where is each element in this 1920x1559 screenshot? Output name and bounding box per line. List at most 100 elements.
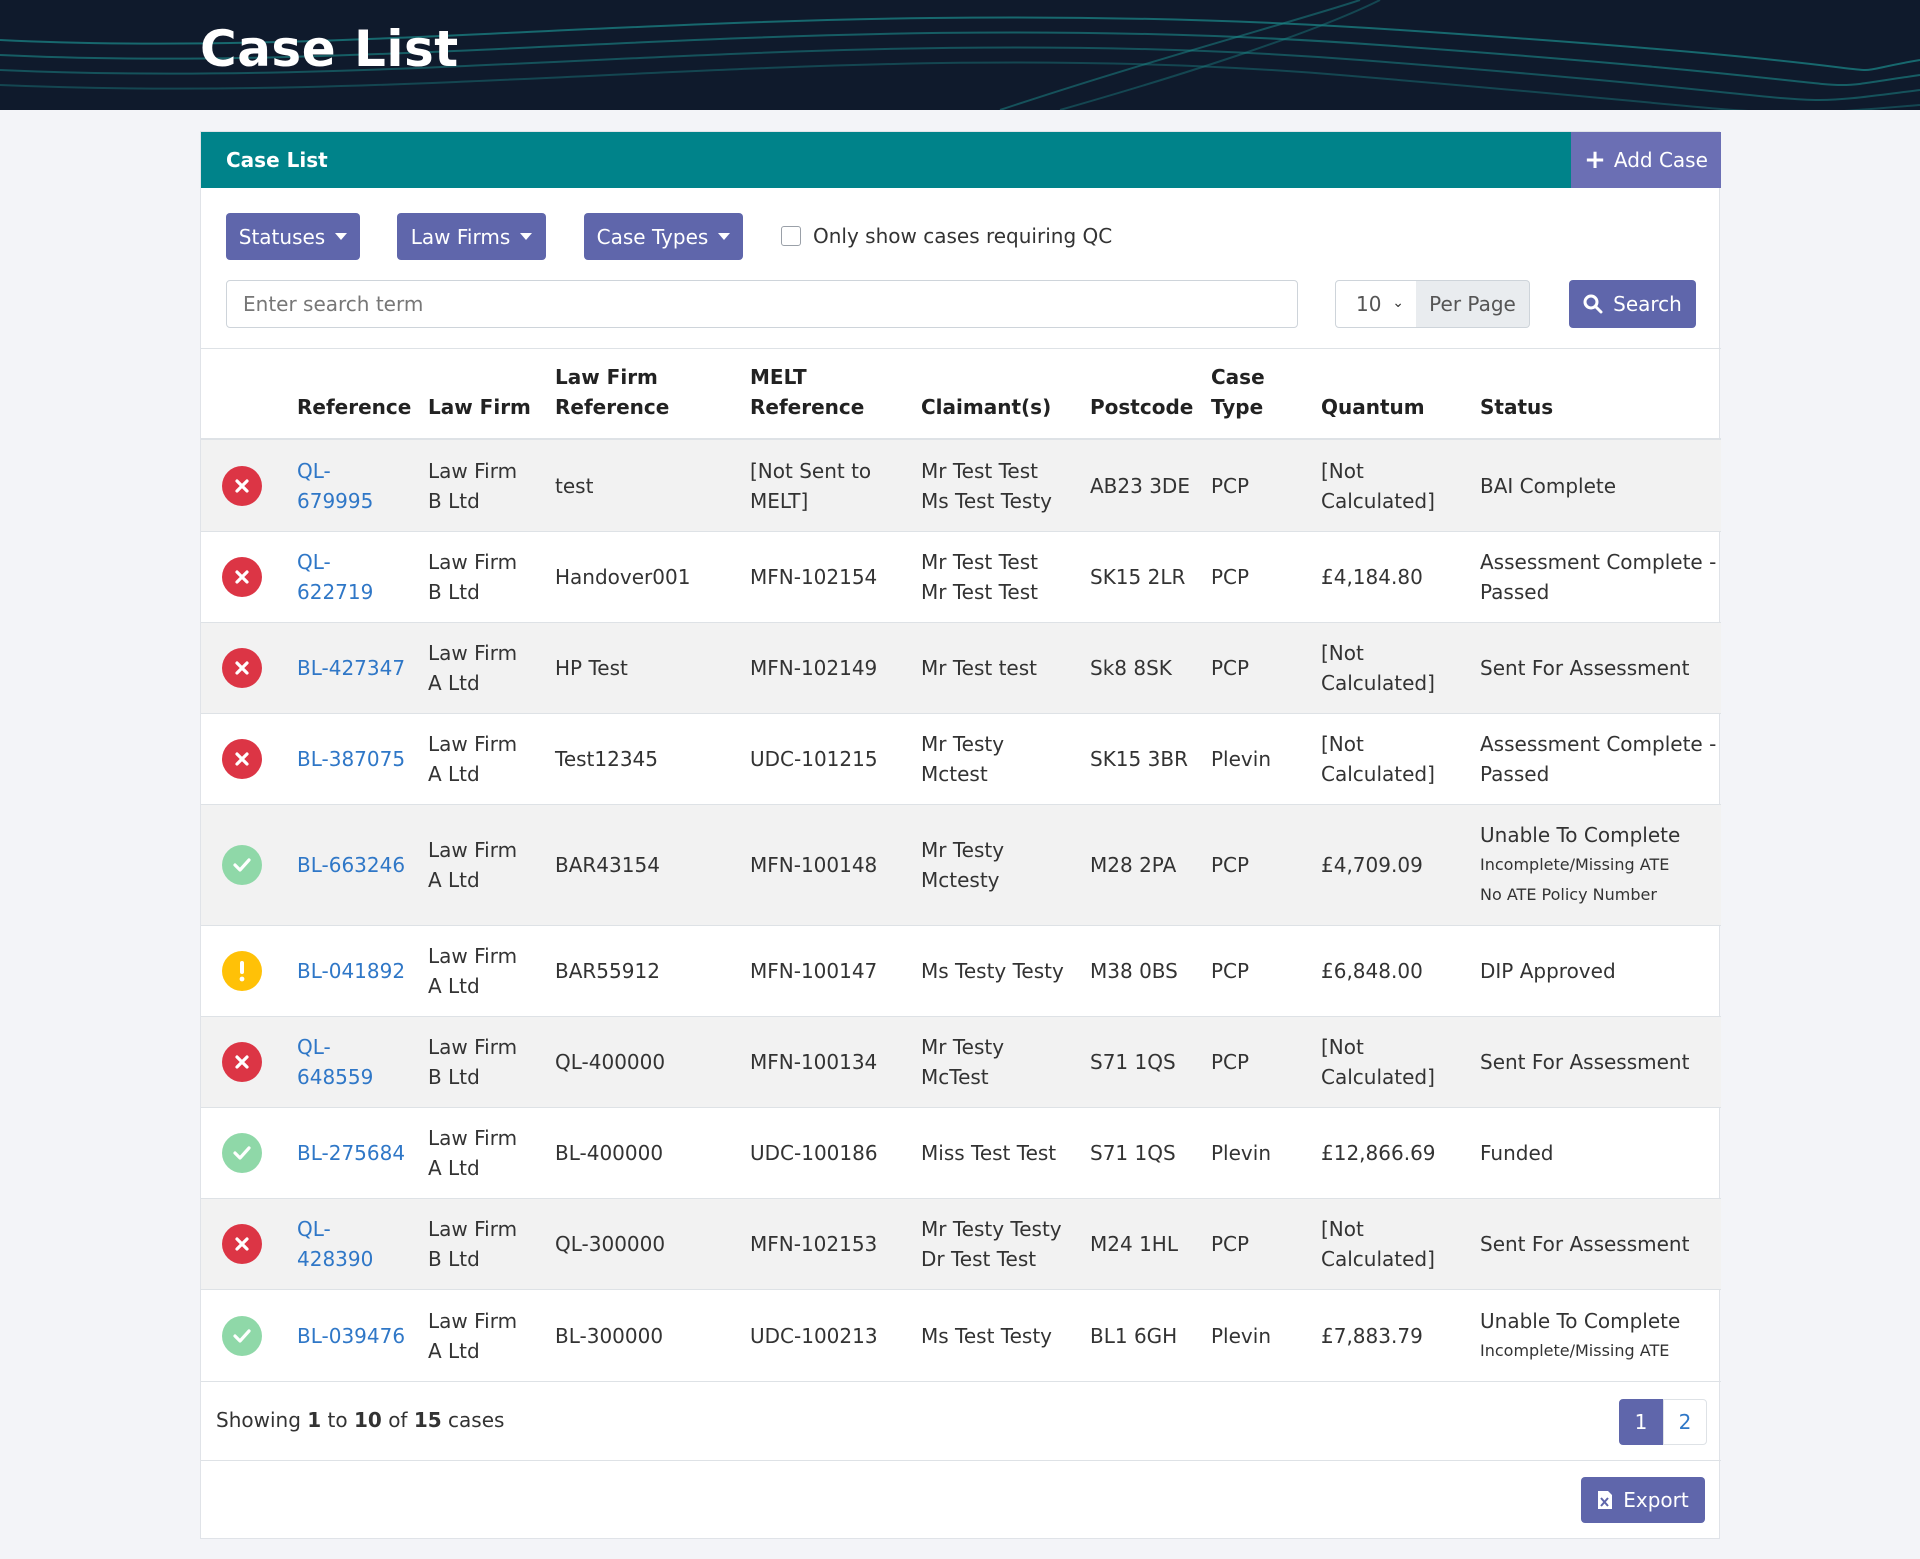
case-reference-link-text[interactable]: 648559 <box>297 1065 374 1089</box>
law-firm-cell: Law Firm B Ltd <box>428 456 517 516</box>
claimants-cell-text: Ms Testy Testy <box>921 959 1064 983</box>
case-reference-link[interactable]: BL-663246 <box>297 850 405 880</box>
statuses-dropdown[interactable]: Statuses <box>226 213 360 260</box>
page-button-1[interactable]: 1 <box>1619 1399 1663 1445</box>
case-reference-link-text[interactable]: BL-275684 <box>297 1141 406 1165</box>
case-reference-link-text[interactable]: QL- <box>297 550 331 574</box>
showing-suffix: cases <box>448 1408 505 1432</box>
search-input[interactable] <box>226 280 1298 328</box>
case-reference-link[interactable]: BL-041892 <box>297 956 405 986</box>
search-button[interactable]: Search <box>1569 280 1696 328</box>
table-row: BL-041892 Law Firm A Ltd BAR55912 MFN-100147… <box>201 926 1721 1017</box>
header-claimants[interactable]: Claimant(s) <box>921 395 1052 419</box>
case-reference-link-text[interactable]: QL- <box>297 1035 331 1059</box>
header-quantum[interactable]: Quantum <box>1321 395 1425 419</box>
case-reference-link[interactable]: QL- 679995 <box>297 456 373 516</box>
per-page-value: 10 <box>1356 292 1382 316</box>
error-x-icon <box>222 1224 262 1264</box>
header-reference[interactable]: Reference <box>297 395 412 419</box>
case-reference-link-text[interactable]: BL-041892 <box>297 959 406 983</box>
case-reference-link[interactable]: BL-387075 <box>297 744 405 774</box>
law-firm-reference-cell: test <box>555 471 593 501</box>
chevron-down-icon: ⌄ <box>1392 295 1404 311</box>
law-firm-cell: Law Firm B Ltd <box>428 1032 517 1092</box>
law-firm-reference-cell-text: Test12345 <box>555 747 659 771</box>
qc-checkbox[interactable] <box>781 226 801 246</box>
case-type-cell-text: PCP <box>1211 1050 1250 1074</box>
table-row: BL-663246 Law Firm A Ltd BAR43154 MFN-100148… <box>201 805 1721 926</box>
claimants-cell-text: Mr Test Test <box>921 458 1038 483</box>
header-status[interactable]: Status <box>1480 395 1554 419</box>
law-firm-reference-cell-text: QL-400000 <box>555 1050 666 1074</box>
case-reference-link-text[interactable]: 428390 <box>297 1247 374 1271</box>
showing-of-word: of <box>388 1408 408 1432</box>
excel-file-icon <box>1598 1491 1613 1509</box>
case-reference-link-text[interactable]: QL- <box>297 1217 331 1241</box>
postcode-cell-text: SK15 3BR <box>1090 747 1188 771</box>
case-reference-link-text[interactable]: BL-427347 <box>297 656 406 680</box>
quantum-cell-text: £4,184.80 <box>1321 565 1423 589</box>
quantum-cell: [Not Calculated] <box>1321 1214 1435 1274</box>
law-firm-cell-text: B Ltd <box>428 488 480 513</box>
claimants-cell: Ms Testy Testy <box>921 956 1064 986</box>
case-reference-link[interactable]: BL-039476 <box>297 1321 405 1351</box>
law-firm-reference-cell: BL-400000 <box>555 1138 663 1168</box>
card-title: Case List <box>226 148 328 172</box>
melt-reference-cell: MFN-102153 <box>750 1229 877 1259</box>
case-type-cell-text: PCP <box>1211 656 1250 680</box>
per-page-select[interactable]: 10 ⌄ <box>1335 280 1417 328</box>
case-types-dropdown[interactable]: Case Types <box>584 213 743 260</box>
case-reference-link[interactable]: QL- 622719 <box>297 547 373 607</box>
law-firm-reference-cell-text: BL-400000 <box>555 1141 664 1165</box>
search-button-label: Search <box>1613 292 1682 316</box>
law-firm-reference-cell: Test12345 <box>555 744 658 774</box>
qc-checkbox-label: Only show cases requiring QC <box>813 224 1113 248</box>
caret-down-icon <box>718 233 731 240</box>
law-firm-cell-text: Law Firm <box>428 944 518 968</box>
postcode-cell-text: S71 1QS <box>1090 1141 1176 1165</box>
status-cell-text: No ATE Policy Number <box>1480 885 1657 904</box>
header-law-firm[interactable]: Law Firm <box>428 395 531 419</box>
case-reference-link[interactable]: QL- 648559 <box>297 1032 373 1092</box>
law-firm-cell-text: Law Firm <box>428 1035 518 1059</box>
export-button[interactable]: Export <box>1581 1477 1705 1523</box>
error-x-icon <box>222 739 262 779</box>
case-reference-link[interactable]: BL-427347 <box>297 653 405 683</box>
search-icon <box>1583 294 1603 314</box>
quantum-cell-text: [Not <box>1321 732 1364 756</box>
quantum-cell: [Not Calculated] <box>1321 638 1435 698</box>
header-postcode[interactable]: Postcode <box>1090 395 1194 419</box>
page-title: Case List <box>200 20 459 78</box>
showing-summary: Showing 1 to 10 of 15 cases <box>216 1408 504 1432</box>
case-reference-link-text[interactable]: BL-387075 <box>297 747 406 771</box>
case-reference-link[interactable]: BL-275684 <box>297 1138 405 1168</box>
melt-reference-cell-text: MFN-102149 <box>750 656 878 680</box>
showing-to-word: to <box>327 1408 348 1432</box>
law-firm-reference-cell-text: HP Test <box>555 656 628 680</box>
melt-reference-cell: UDC-101215 <box>750 744 878 774</box>
claimants-cell: Mr Testy Mctest <box>921 729 1004 789</box>
add-case-button[interactable]: + Add Case <box>1571 132 1721 188</box>
table-row: BL-039476 Law Firm A Ltd BL-300000 UDC-10021… <box>201 1290 1721 1382</box>
case-reference-link-text[interactable]: BL-039476 <box>297 1323 406 1348</box>
postcode-cell-text: SK15 2LR <box>1090 565 1186 589</box>
header-case-type[interactable]: Case Type <box>1211 362 1265 422</box>
header-law-firm-reference-line2: Reference <box>555 395 670 419</box>
qc-filter[interactable]: Only show cases requiring QC <box>781 224 1112 248</box>
header-law-firm-reference[interactable]: Law Firm Reference <box>555 362 669 422</box>
law-firm-cell-text: B Ltd <box>428 580 480 604</box>
table-row: BL-275684 Law Firm A Ltd BL-400000 UDC-10018… <box>201 1108 1721 1199</box>
case-type-cell: Plevin <box>1211 744 1271 774</box>
case-reference-link-text[interactable]: BL-663246 <box>297 853 406 877</box>
case-reference-link[interactable]: QL- 428390 <box>297 1214 373 1274</box>
case-reference-link-text[interactable]: 622719 <box>297 580 374 604</box>
header-melt-reference[interactable]: MELT Reference <box>750 362 864 422</box>
case-reference-link-text[interactable]: 679995 <box>297 488 374 513</box>
postcode-cell-text: M24 1HL <box>1090 1232 1178 1256</box>
quantum-cell: [Not Calculated] <box>1321 1032 1435 1092</box>
law-firm-cell-text: A Ltd <box>428 868 480 892</box>
case-reference-link-text[interactable]: QL- <box>297 458 331 483</box>
page-button-2[interactable]: 2 <box>1663 1399 1707 1445</box>
law-firms-dropdown[interactable]: Law Firms <box>397 213 546 260</box>
claimants-cell-text: Miss Test Test <box>921 1141 1057 1165</box>
